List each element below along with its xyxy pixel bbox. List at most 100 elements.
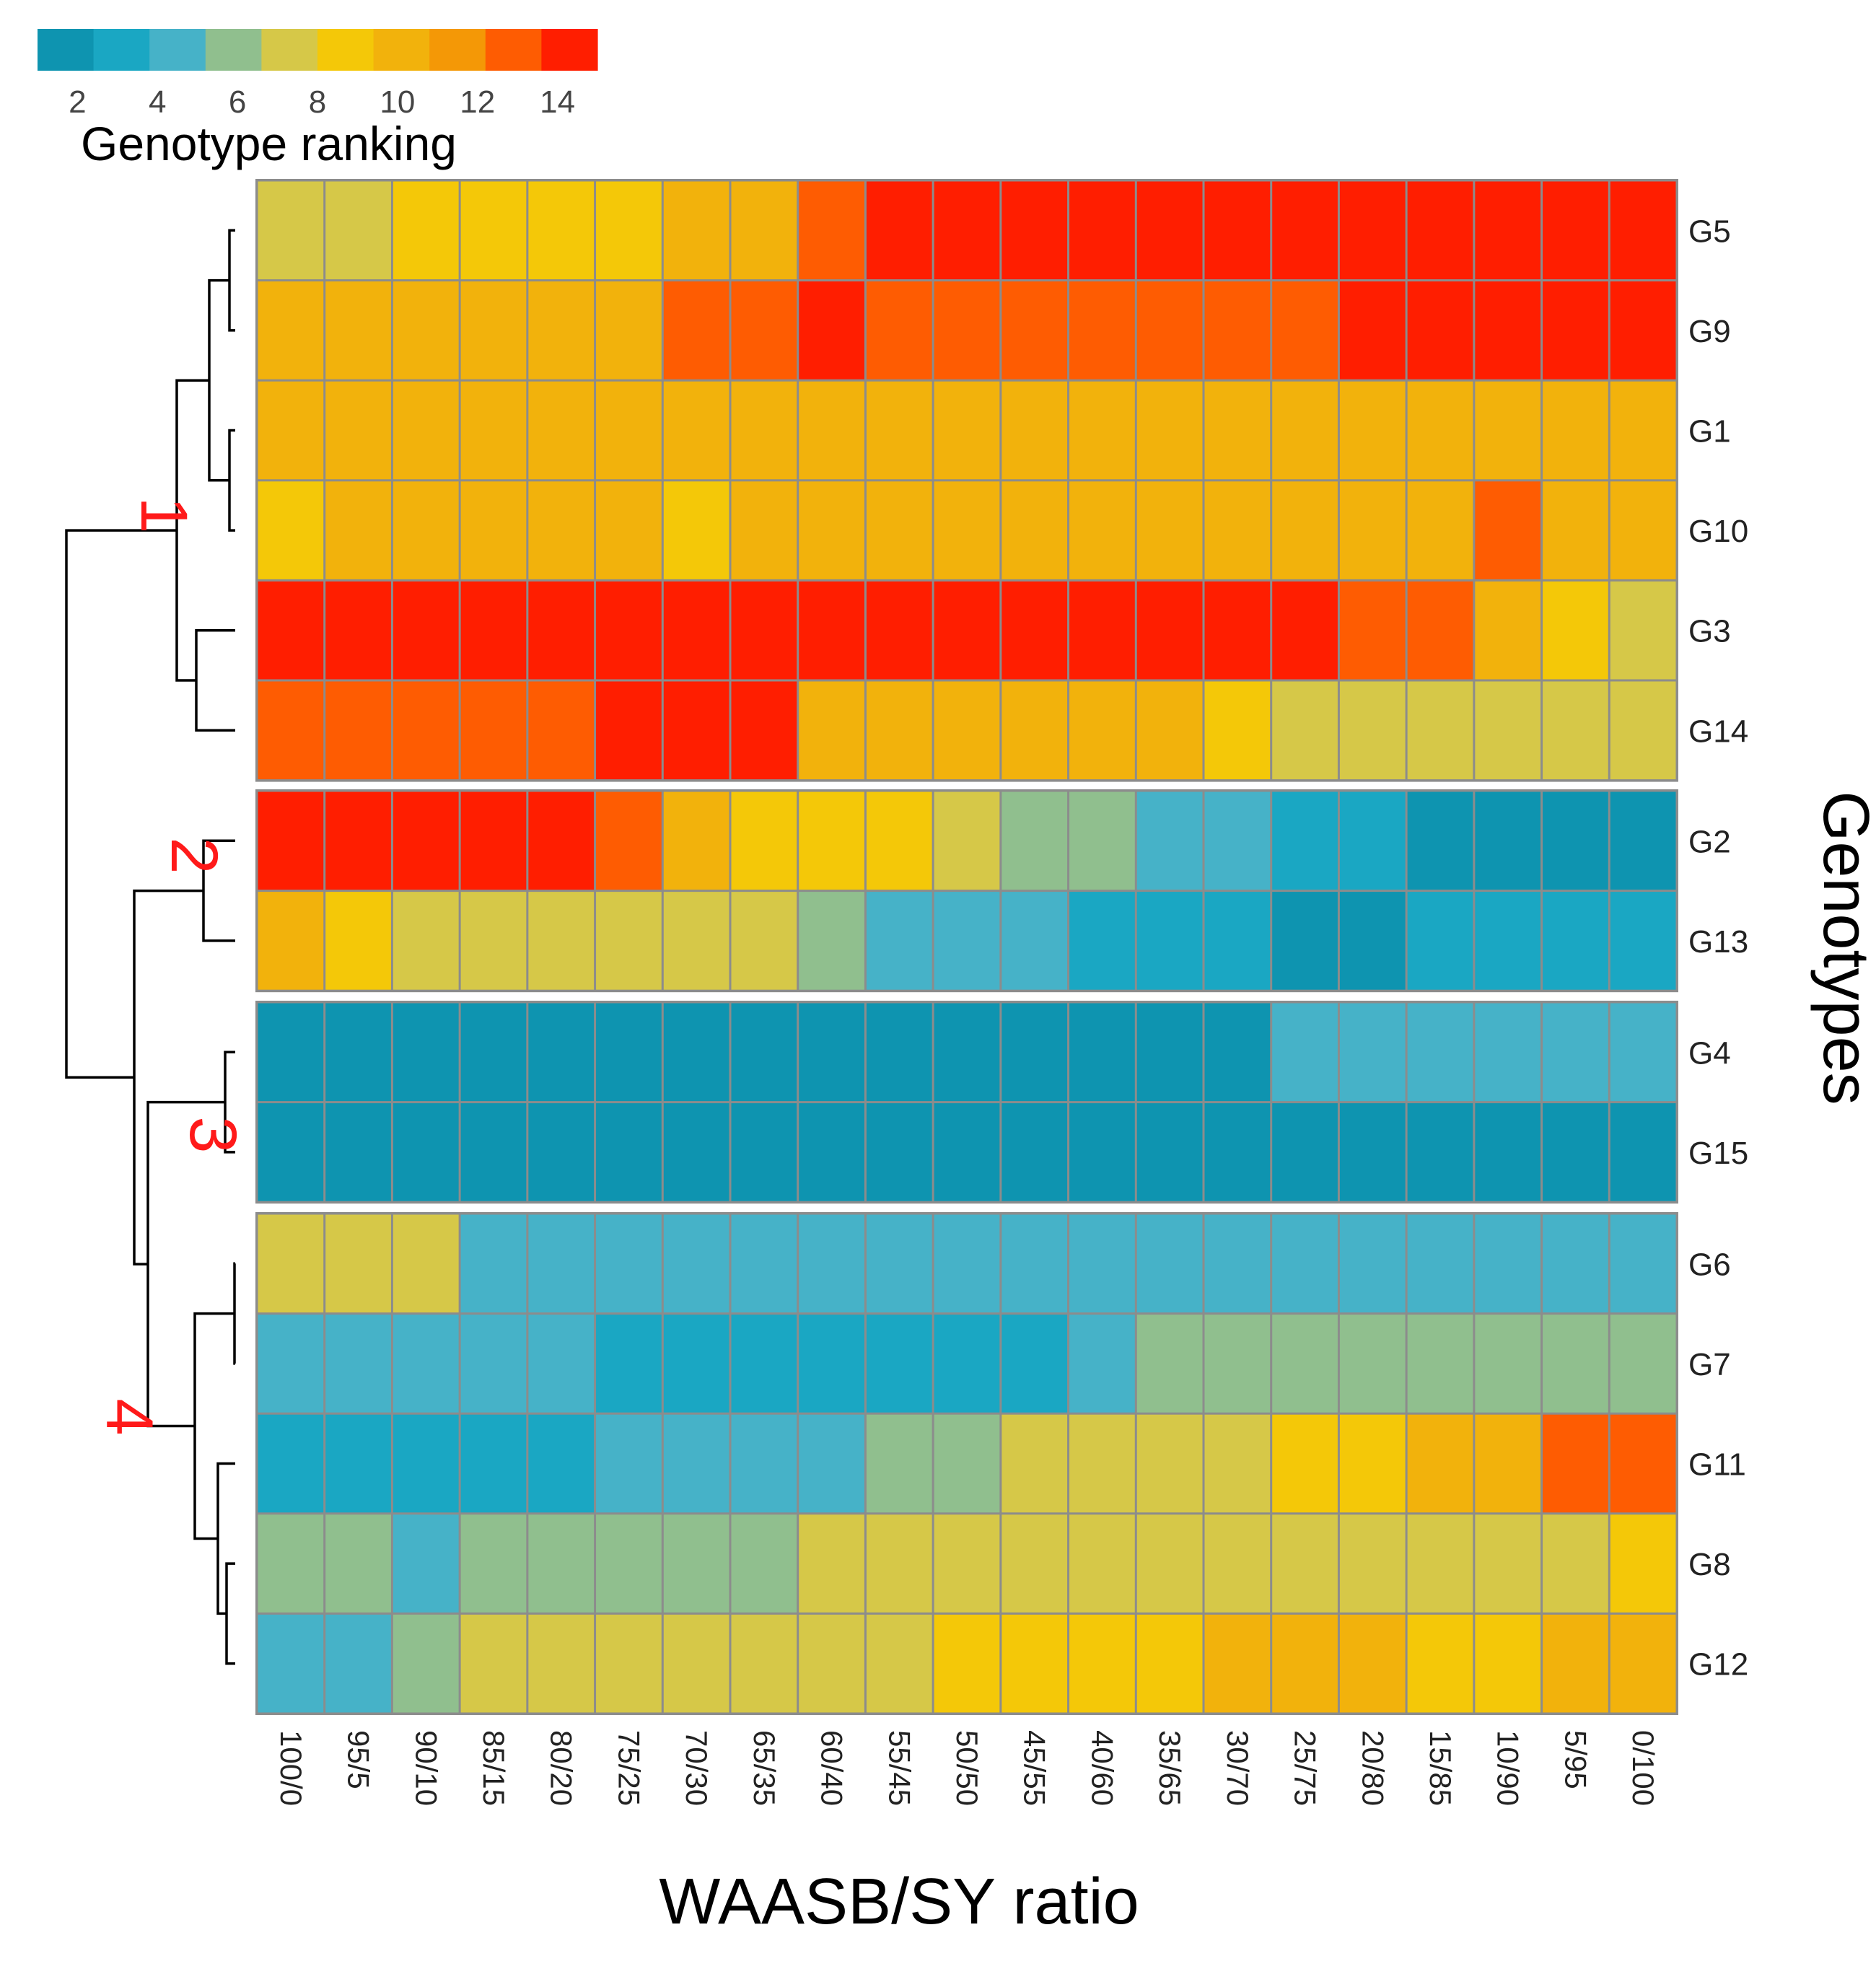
heatmap-cell bbox=[1610, 481, 1676, 579]
heatmap-cell bbox=[1272, 892, 1338, 990]
heatmap-cell bbox=[731, 181, 797, 280]
heatmap-cell bbox=[1407, 1514, 1473, 1613]
heatmap-cell bbox=[1543, 181, 1608, 280]
heatmap-cell bbox=[596, 1315, 662, 1413]
heatmap-cell bbox=[1204, 481, 1271, 579]
heatmap-cell bbox=[1001, 181, 1068, 280]
row-label: G1 bbox=[1688, 414, 1731, 449]
heatmap-cell bbox=[799, 1214, 864, 1313]
heatmap-cell bbox=[528, 181, 595, 280]
heatmap-cell bbox=[1136, 1414, 1203, 1513]
heatmap-cell bbox=[1610, 181, 1676, 280]
heatmap-cell bbox=[1001, 1103, 1068, 1201]
heatmap-cell bbox=[1610, 1003, 1676, 1102]
row-label: G5 bbox=[1688, 214, 1731, 249]
heatmap-cell bbox=[460, 1214, 527, 1313]
legend-swatch bbox=[541, 29, 598, 71]
heatmap-cell bbox=[1069, 181, 1135, 280]
heatmap-cell bbox=[1001, 1214, 1068, 1313]
column-label: 100/0 bbox=[274, 1730, 308, 1806]
heatmap-cell bbox=[1204, 681, 1271, 780]
heatmap-cell bbox=[325, 1414, 391, 1513]
heatmap-cell bbox=[1475, 791, 1541, 890]
heatmap-cell bbox=[1204, 1414, 1271, 1513]
heatmap-cell bbox=[663, 1514, 729, 1613]
heatmap-cell bbox=[1272, 681, 1338, 780]
heatmap-cell bbox=[528, 381, 595, 480]
row-label: G9 bbox=[1688, 314, 1731, 349]
heatmap-cell bbox=[1610, 1214, 1676, 1313]
heatmap-cell bbox=[799, 1614, 864, 1713]
heatmap-cell bbox=[1136, 1315, 1203, 1413]
heatmap-cell bbox=[663, 681, 729, 780]
heatmap-cell bbox=[1339, 181, 1406, 280]
heatmap-cell bbox=[866, 1003, 932, 1102]
row-label: G2 bbox=[1688, 824, 1731, 859]
heatmap-cell bbox=[1001, 1003, 1068, 1102]
heatmap-cell bbox=[1001, 1315, 1068, 1413]
legend-swatch bbox=[429, 29, 486, 71]
dendrogram-branch bbox=[233, 1262, 236, 1365]
heatmap-cell bbox=[1339, 892, 1406, 990]
legend-swatch bbox=[93, 29, 150, 71]
heatmap-cell bbox=[731, 1514, 797, 1613]
heatmap-cell bbox=[528, 1315, 595, 1413]
heatmap-cell bbox=[1069, 892, 1135, 990]
heatmap-cell bbox=[663, 581, 729, 680]
color-legend-bar bbox=[38, 29, 598, 71]
heatmap-cell bbox=[1543, 1003, 1608, 1102]
y-axis-title: Genotypes bbox=[1810, 791, 1876, 1105]
heatmap-cell bbox=[258, 892, 324, 990]
heatmap-cell bbox=[596, 1003, 662, 1102]
heatmap-cell bbox=[866, 1514, 932, 1613]
row-label: G10 bbox=[1688, 514, 1748, 549]
color-legend-title: Genotype ranking bbox=[81, 117, 457, 170]
cluster-label: 1 bbox=[127, 496, 201, 533]
heatmap-cell bbox=[866, 581, 932, 680]
heatmap-cell bbox=[799, 181, 864, 280]
heatmap-cell bbox=[1543, 1414, 1608, 1513]
heatmap-cell bbox=[866, 791, 932, 890]
heatmap-cell bbox=[460, 681, 527, 780]
heatmap-cell bbox=[325, 581, 391, 680]
heatmap-cell bbox=[258, 481, 324, 579]
heatmap-cell bbox=[1339, 381, 1406, 480]
heatmap-cell bbox=[1475, 481, 1541, 579]
heatmap-cell bbox=[1543, 681, 1608, 780]
heatmap-cell bbox=[1001, 892, 1068, 990]
heatmap-cell bbox=[1475, 581, 1541, 680]
heatmap-cell bbox=[1543, 1614, 1608, 1713]
heatmap-cell bbox=[799, 681, 864, 780]
heatmap-cell bbox=[393, 381, 459, 480]
heatmap-cell bbox=[1204, 1315, 1271, 1413]
heatmap-cell bbox=[325, 791, 391, 890]
heatmap-cell bbox=[1339, 1214, 1406, 1313]
heatmap-cell bbox=[325, 1614, 391, 1713]
heatmap-cell bbox=[1407, 681, 1473, 780]
block-frame bbox=[255, 179, 1678, 782]
heatmap-cell bbox=[1204, 892, 1271, 990]
cluster-label: 3 bbox=[176, 1116, 250, 1153]
heatmap-cell bbox=[866, 281, 932, 380]
row-label: G13 bbox=[1688, 924, 1748, 960]
heatmap-cell bbox=[1001, 1514, 1068, 1613]
heatmap-cell bbox=[1272, 791, 1338, 890]
heatmap-cell bbox=[934, 1514, 1000, 1613]
heatmap-cell bbox=[663, 281, 729, 380]
legend-swatch bbox=[317, 29, 374, 71]
heatmap-cell bbox=[799, 892, 864, 990]
heatmap-cell bbox=[731, 481, 797, 579]
column-label: 75/25 bbox=[612, 1730, 646, 1806]
column-label: 30/70 bbox=[1221, 1730, 1255, 1806]
heatmap-cell bbox=[799, 1414, 864, 1513]
legend-tick-label: 10 bbox=[380, 84, 415, 120]
heatmap-cell bbox=[393, 581, 459, 680]
heatmap-cell bbox=[663, 1614, 729, 1713]
heatmap-cell bbox=[325, 1003, 391, 1102]
heatmap-cell bbox=[325, 481, 391, 579]
heatmap-cell bbox=[1543, 281, 1608, 380]
heatmap-cell bbox=[258, 1614, 324, 1713]
row-label: G8 bbox=[1688, 1547, 1731, 1582]
heatmap-cell bbox=[1407, 1315, 1473, 1413]
